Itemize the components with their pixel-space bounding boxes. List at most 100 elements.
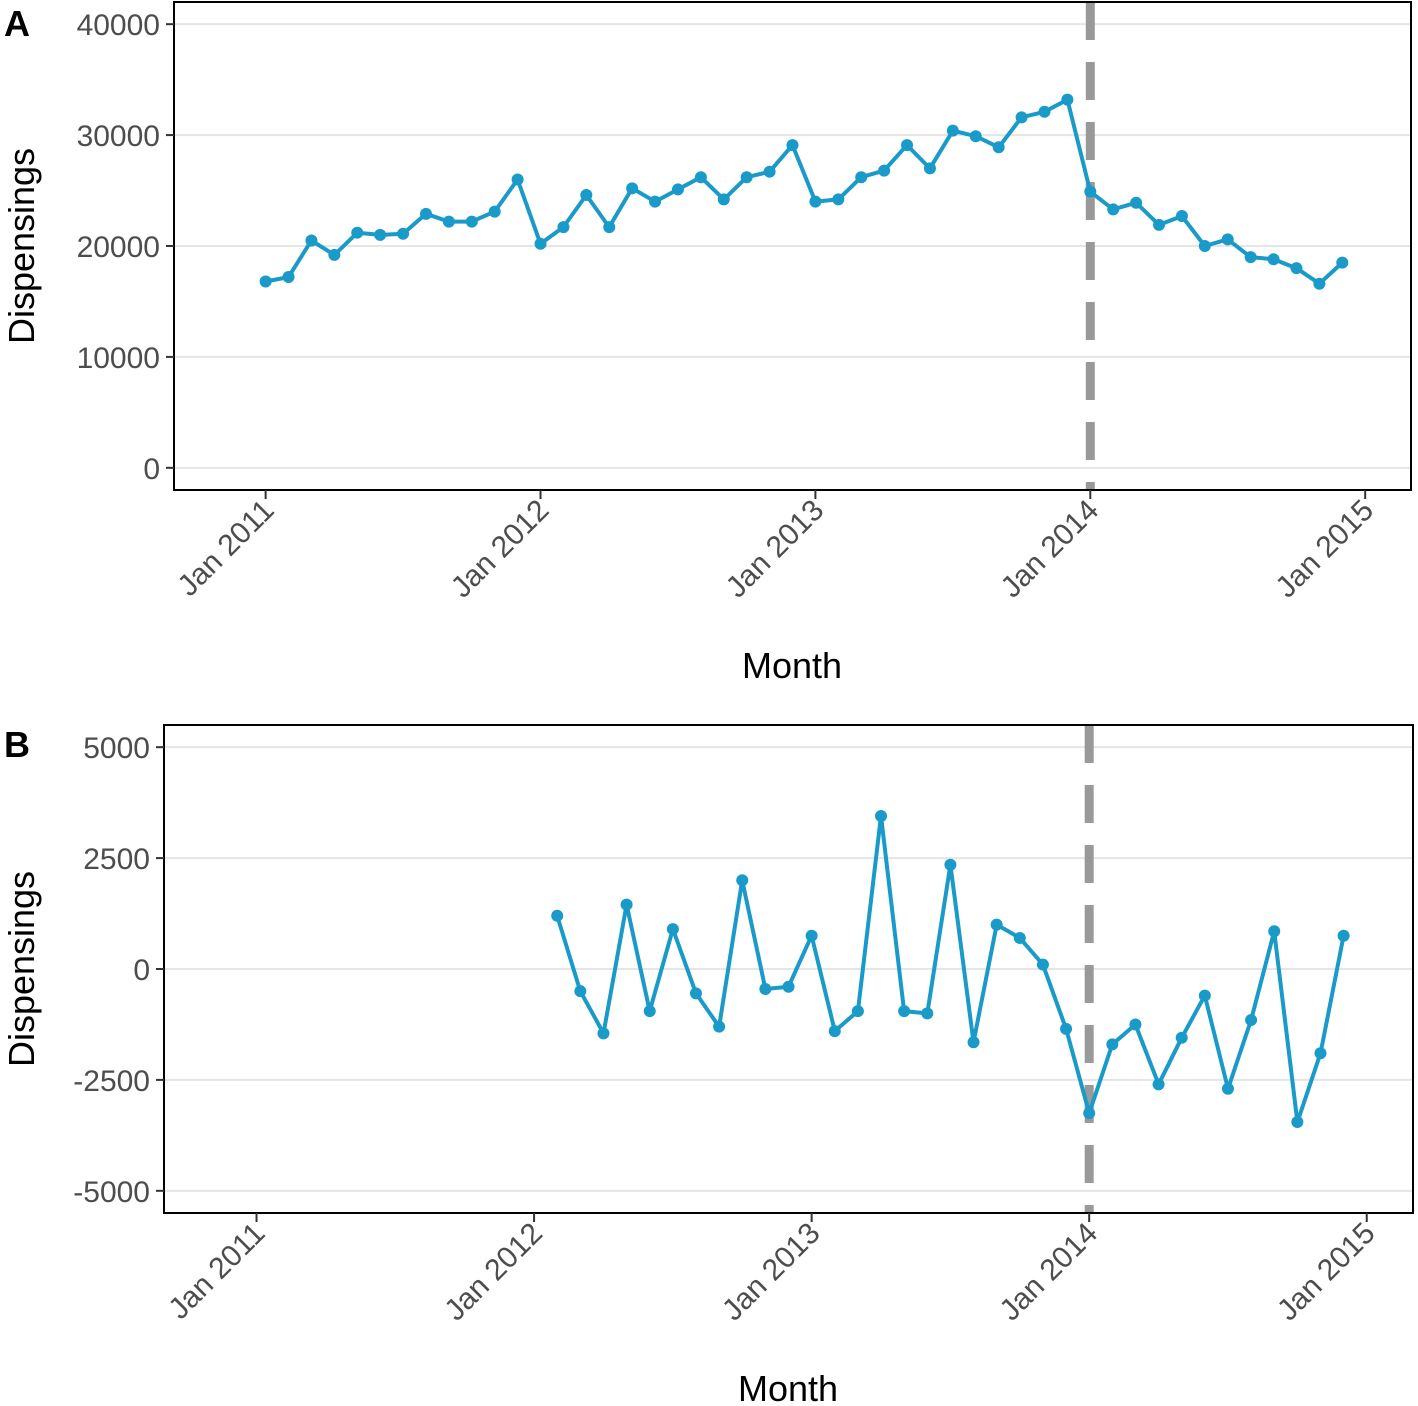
series-line bbox=[265, 97, 1344, 286]
x-tick-label: Jan 2011 bbox=[162, 1217, 271, 1326]
data-point bbox=[1267, 253, 1280, 266]
data-point bbox=[626, 182, 639, 195]
data-point bbox=[643, 1005, 656, 1018]
data-point bbox=[666, 923, 679, 936]
data-point bbox=[1290, 262, 1303, 275]
x-tick-label: Jan 2011 bbox=[172, 494, 281, 603]
panel-b-xticks: Jan 2011 Jan 2012 Jan 2013 Jan 2014 Jan 2015 bbox=[162, 1213, 1382, 1328]
data-point bbox=[832, 193, 845, 206]
x-tick-label: Jan 2015 bbox=[1271, 1217, 1382, 1328]
data-point bbox=[1083, 1107, 1096, 1120]
data-point bbox=[305, 234, 318, 247]
data-point bbox=[580, 188, 593, 201]
data-point bbox=[1245, 1014, 1258, 1027]
data-point bbox=[374, 228, 387, 241]
data-point bbox=[898, 1005, 911, 1018]
data-point bbox=[717, 193, 730, 206]
data-point bbox=[1153, 218, 1166, 231]
data-point bbox=[1291, 1116, 1304, 1129]
panel-b-label: B bbox=[4, 724, 30, 765]
data-point bbox=[1314, 1047, 1327, 1060]
data-point bbox=[1036, 958, 1049, 971]
data-point bbox=[397, 227, 410, 240]
panel-a-xticks: Jan 2011 Jan 2012 Jan 2013 Jan 2014 Jan 2015 bbox=[172, 490, 1381, 605]
data-point bbox=[671, 183, 684, 196]
panel-a-series bbox=[259, 93, 1349, 290]
data-point bbox=[1221, 233, 1234, 246]
data-point bbox=[689, 987, 702, 1000]
y-tick-label: 0 bbox=[133, 954, 150, 987]
data-point bbox=[855, 171, 868, 184]
data-point bbox=[1221, 1082, 1234, 1095]
x-tick-label: Jan 2013 bbox=[720, 494, 831, 605]
data-point bbox=[597, 1027, 610, 1040]
panel-a-x-axis-title: Month bbox=[742, 645, 842, 686]
x-tick-label: Jan 2013 bbox=[716, 1217, 827, 1328]
data-point bbox=[1061, 93, 1074, 106]
y-tick-label: 30000 bbox=[77, 120, 160, 153]
data-point bbox=[1015, 111, 1028, 124]
data-point bbox=[736, 874, 749, 887]
data-point bbox=[551, 909, 564, 922]
data-point bbox=[1336, 256, 1349, 269]
x-tick-label: Jan 2012 bbox=[438, 1217, 549, 1328]
x-tick-label: Jan 2014 bbox=[994, 1217, 1105, 1328]
data-point bbox=[1313, 277, 1326, 290]
data-point bbox=[282, 271, 295, 284]
data-point bbox=[969, 130, 982, 143]
data-point bbox=[923, 162, 936, 175]
panel-b-yticks: -5000 -2500 0 2500 5000 bbox=[73, 732, 164, 1209]
data-point bbox=[1337, 929, 1350, 942]
data-point bbox=[828, 1025, 841, 1038]
data-point bbox=[786, 139, 799, 152]
y-tick-label: 0 bbox=[143, 453, 160, 486]
data-point bbox=[1060, 1022, 1073, 1035]
data-point bbox=[328, 248, 341, 261]
data-point bbox=[694, 171, 707, 184]
x-tick-label: Jan 2012 bbox=[445, 494, 556, 605]
y-tick-label: 2500 bbox=[83, 843, 150, 876]
data-point bbox=[1244, 251, 1257, 264]
panel-b-grid bbox=[164, 746, 1413, 1192]
data-point bbox=[649, 195, 662, 208]
data-point bbox=[1038, 105, 1051, 118]
data-point bbox=[1013, 931, 1026, 944]
data-point bbox=[809, 195, 822, 208]
data-point bbox=[419, 207, 432, 220]
data-point bbox=[620, 898, 633, 911]
x-tick-label: Jan 2014 bbox=[995, 494, 1106, 605]
data-point bbox=[534, 237, 547, 250]
panel-a-yticks: 0 10000 20000 30000 40000 bbox=[77, 9, 174, 486]
data-point bbox=[782, 980, 795, 993]
data-point bbox=[759, 982, 772, 995]
data-point bbox=[603, 221, 616, 234]
data-point bbox=[488, 205, 501, 218]
data-point bbox=[259, 275, 272, 288]
data-point bbox=[442, 215, 455, 228]
data-point bbox=[946, 124, 959, 137]
x-tick-label: Jan 2015 bbox=[1270, 494, 1381, 605]
data-point bbox=[878, 164, 891, 177]
data-point bbox=[557, 221, 570, 234]
data-point bbox=[1084, 185, 1097, 198]
data-point bbox=[990, 918, 1003, 931]
data-point bbox=[1198, 989, 1211, 1002]
data-point bbox=[901, 139, 914, 152]
y-tick-label: 10000 bbox=[77, 342, 160, 375]
data-point bbox=[1152, 1078, 1165, 1091]
data-point bbox=[1198, 240, 1211, 252]
panel-a-grid bbox=[174, 23, 1411, 469]
data-point bbox=[713, 1020, 726, 1033]
data-point bbox=[1130, 196, 1143, 209]
data-point bbox=[1175, 210, 1188, 223]
data-point bbox=[1106, 1038, 1119, 1051]
data-point bbox=[805, 929, 818, 942]
data-point bbox=[1268, 925, 1281, 938]
data-point bbox=[351, 226, 364, 239]
data-point bbox=[944, 858, 957, 871]
data-point bbox=[992, 141, 1005, 154]
data-point bbox=[465, 215, 478, 228]
panel-b-y-axis-title: Dispensings bbox=[1, 871, 42, 1067]
y-tick-label: 40000 bbox=[77, 9, 160, 42]
